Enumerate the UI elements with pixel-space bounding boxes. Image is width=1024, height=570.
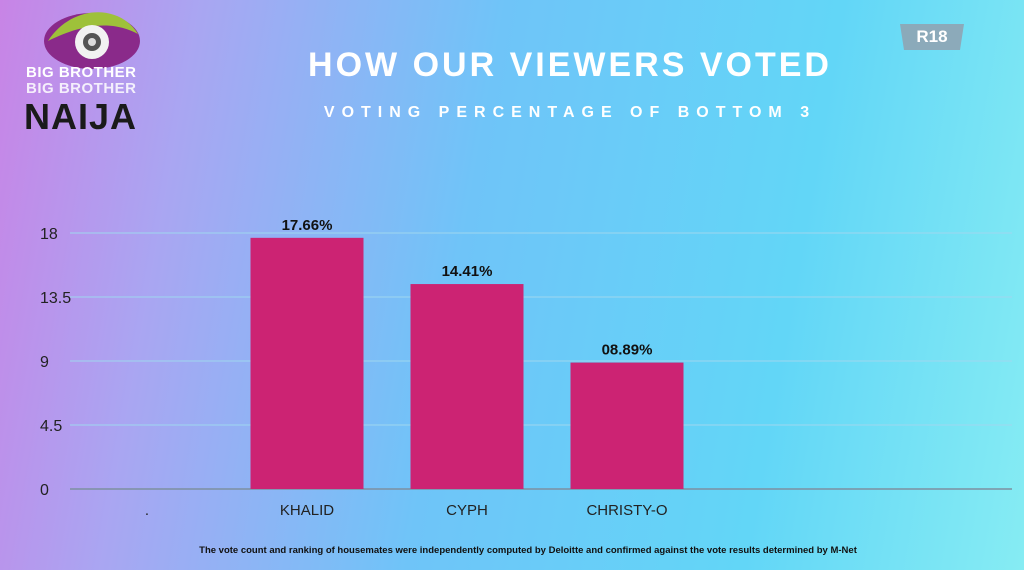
rating-badge-shape <box>900 24 964 50</box>
bar <box>410 284 524 489</box>
y-tick-label: 18 <box>40 226 58 243</box>
y-tick-label: 9 <box>40 354 49 371</box>
eye-logo-icon <box>44 12 140 69</box>
y-tick-label: 13.5 <box>40 290 71 307</box>
x-tick-label: CYPH <box>446 502 488 519</box>
logo-text-overlay: BIG BROTHER <box>26 80 137 97</box>
data-label: 17.66% <box>282 217 333 234</box>
logo-text-naija: NAIJA <box>24 96 138 137</box>
chart-subtitle: VOTING PERCENTAGE OF BOTTOM 3 <box>323 104 817 121</box>
logo-text-top: BIG BROTHER <box>26 64 137 81</box>
y-tick-label: 0 <box>40 482 49 499</box>
x-tick-label: CHRISTY-O <box>586 502 667 519</box>
chart-title: HOW OUR VIEWERS VOTED <box>308 46 832 84</box>
y-tick-label: 4.5 <box>40 418 62 435</box>
bar <box>570 362 684 489</box>
data-label: 08.89% <box>602 342 653 359</box>
x-tick-label: . <box>145 502 149 519</box>
rating-badge: R18 <box>916 27 948 46</box>
footnote: The vote count and ranking of housemates… <box>199 545 857 556</box>
x-tick-label: KHALID <box>280 502 334 519</box>
bar <box>250 237 364 489</box>
logo: BIG BROTHER BIG BROTHER NAIJA <box>22 8 162 138</box>
data-label: 14.41% <box>442 263 493 280</box>
